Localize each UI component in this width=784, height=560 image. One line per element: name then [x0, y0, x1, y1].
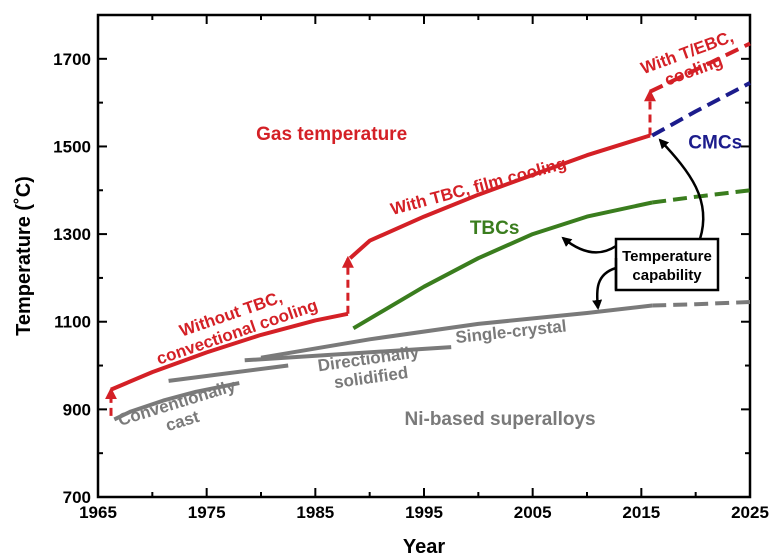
annotations-layer: Gas temperature Without TBC,convectional …	[116, 27, 742, 448]
y-tick-label: 1700	[53, 50, 91, 69]
annotation-tbcs: TBCs	[470, 218, 520, 239]
x-tick-label: 1965	[79, 503, 117, 522]
annotation-cmcs: CMCs	[688, 133, 742, 154]
series-line-ds_bar_2	[244, 345, 452, 363]
series-line-gas_tebc_proj	[649, 41, 751, 94]
y-tick-label: 1500	[53, 137, 91, 156]
axes: 1965 1975 1985 1995 2005 2015 2025 700 900 1100 13…	[12, 13, 769, 558]
annotation-line: Gas temperature	[256, 124, 407, 145]
series-line-gas_tbc_film	[348, 133, 651, 260]
series-line-ds_bar_1	[168, 363, 289, 383]
series-line-cast	[113, 381, 240, 422]
callout-line-2: capability	[632, 267, 702, 284]
y-axis-title: Temperature (˚C)	[12, 176, 35, 336]
annotation-ds_label: Directionallysolidified	[317, 342, 424, 394]
series-line-tbc_proj	[651, 188, 751, 205]
annotation-cast_label: Conventionallycast	[116, 376, 244, 448]
x-tick-label: 2025	[731, 503, 769, 522]
y-tick-label: 1300	[53, 225, 91, 244]
temperature-capability-callout: Temperature capability	[561, 138, 720, 310]
callout-arrow-single-crystal	[592, 266, 617, 310]
annotation-line: TBCs	[470, 218, 520, 239]
series-line-tbc	[352, 200, 653, 331]
series-line-gas_no_tbc	[110, 311, 349, 392]
annotation-ni_based: Ni-based superalloys	[405, 409, 596, 430]
annotation-gas_temperature: Gas temperature	[256, 124, 407, 145]
annotation-line: Ni-based superalloys	[405, 409, 596, 430]
x-tick-label: 1985	[296, 503, 334, 522]
y-tick-label: 900	[63, 400, 91, 419]
series-line-single_crystal	[260, 303, 653, 360]
annotation-line: With TBC, film cooling	[388, 154, 568, 219]
x-tick-label: 2005	[514, 503, 552, 522]
callout-box	[614, 237, 720, 292]
x-tick-label: 1995	[405, 503, 443, 522]
series-line-single_crystal_proj	[652, 300, 751, 308]
annotation-without_tbc: Without TBC,convectional cooling	[148, 277, 320, 368]
y-tick-label: 1100	[54, 313, 91, 332]
series-layer	[105, 41, 751, 422]
annotation-line: CMCs	[688, 133, 742, 154]
series-line-cmc_proj	[651, 81, 751, 138]
x-tick-label: 2015	[622, 503, 660, 522]
callout-line-1: Temperature	[622, 248, 712, 265]
annotation-with_tebc: With T/EBC,cooling	[638, 27, 742, 96]
annotation-with_tbc_film: With TBC, film cooling	[388, 154, 568, 219]
x-axis-title: Year	[403, 536, 445, 558]
callout-arrow-tbc	[561, 236, 617, 254]
y-tick-label: 700	[63, 488, 91, 507]
callout-arrow-cmc	[658, 138, 705, 240]
x-tick-label: 1975	[188, 503, 226, 522]
